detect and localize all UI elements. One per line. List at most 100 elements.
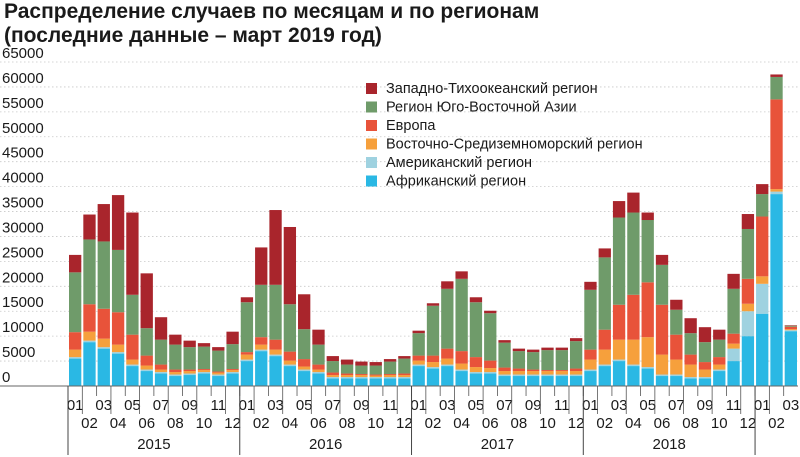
bar-segment — [226, 373, 239, 386]
bar-segment — [455, 271, 468, 279]
x-tick-label: 11 — [554, 397, 570, 414]
bar-segment — [727, 361, 740, 386]
bar-segment — [569, 338, 583, 342]
bar-segment — [326, 375, 339, 378]
bar-segment — [627, 339, 640, 365]
bar-segment — [627, 192, 640, 213]
x-tick-label: 10 — [711, 415, 728, 432]
bar-segment — [655, 254, 669, 265]
bar-segment — [784, 326, 797, 330]
bar-segment — [398, 378, 411, 386]
bar-segment — [426, 303, 440, 306]
bar-segment — [770, 74, 783, 77]
bar-segment — [183, 347, 196, 370]
bar-segment — [455, 371, 468, 386]
x-tick-label: 07 — [153, 397, 170, 414]
bar-segment — [584, 371, 597, 386]
x-tick-label: 09 — [697, 397, 714, 414]
chart-title: Распределение случаев по месяцам и по ре… — [4, 0, 784, 48]
bar-segment — [226, 372, 239, 374]
y-tick-label: 60000 — [2, 70, 44, 87]
y-tick-label: 50000 — [2, 120, 44, 137]
bar-segment — [226, 331, 239, 345]
bar-segment — [670, 309, 683, 335]
bar-series-group — [69, 74, 797, 386]
year-label: 2015 — [137, 436, 170, 453]
bar-segment — [527, 374, 540, 377]
bar-segment — [612, 304, 626, 340]
bar-segment — [126, 334, 139, 360]
bar-segment — [69, 349, 82, 358]
bar-segment — [226, 369, 239, 371]
bar-segment — [212, 371, 225, 373]
x-tick-label: 01 — [754, 397, 771, 414]
bar-segment — [641, 368, 654, 386]
y-tick-label: 10000 — [2, 319, 44, 336]
bar-segment — [698, 369, 712, 378]
bar-segment — [426, 305, 440, 356]
year-label: 2017 — [481, 436, 514, 453]
bar-segment — [369, 362, 382, 366]
bar-segment — [541, 350, 554, 371]
bar-segment — [670, 299, 683, 310]
bar-segment — [183, 375, 196, 386]
bar-segment — [412, 364, 425, 367]
bar-segment — [97, 347, 110, 349]
x-tick-label: 05 — [468, 397, 485, 414]
bar-segment — [684, 333, 697, 355]
x-tick-label: 06 — [482, 415, 499, 432]
bar-segment — [584, 349, 597, 360]
bar-segment — [713, 339, 726, 358]
x-tick-label: 08 — [339, 415, 356, 432]
bar-segment — [484, 313, 497, 361]
legend-label: Восточно-Средиземноморский регион — [386, 137, 643, 153]
bar-segment — [154, 369, 168, 373]
bar-segment — [412, 366, 425, 386]
bar-segment — [512, 374, 526, 377]
bar-segment — [97, 308, 110, 339]
bar-segment — [240, 359, 254, 362]
x-tick-label: 03 — [611, 397, 628, 414]
bar-segment — [684, 318, 697, 334]
bar-segment — [398, 377, 411, 379]
bar-segment — [498, 367, 511, 372]
bar-segment — [441, 281, 454, 289]
x-tick-label: 07 — [496, 397, 513, 414]
x-tick-label: 02 — [768, 415, 785, 432]
bar-segment — [555, 347, 568, 351]
bar-segment — [140, 369, 153, 372]
bar-segment — [541, 370, 554, 372]
y-tick-label: 40000 — [2, 170, 44, 187]
bar-segment — [412, 333, 425, 356]
bar-segment — [498, 376, 511, 386]
x-tick-label: 09 — [525, 397, 542, 414]
bar-segment — [713, 371, 726, 386]
bar-segment — [455, 278, 468, 352]
bar-segment — [455, 351, 468, 364]
bar-segment — [240, 297, 254, 303]
x-tick-label: 01 — [239, 397, 256, 414]
bar-segment — [569, 374, 583, 377]
bar-segment — [269, 339, 282, 350]
bar-segment — [154, 317, 168, 340]
bar-segment — [269, 210, 282, 285]
bar-segment — [541, 376, 554, 386]
bar-segment — [527, 352, 540, 370]
bar-segment — [255, 284, 268, 338]
bar-segment — [584, 359, 597, 370]
bar-segment — [212, 372, 225, 375]
bar-segment — [154, 373, 168, 386]
bar-segment — [641, 220, 654, 283]
x-tick-label: 03 — [782, 397, 799, 414]
bar-segment — [69, 272, 82, 333]
bar-segment — [598, 366, 611, 386]
bar-segment — [412, 355, 425, 361]
legend-swatch — [366, 83, 377, 94]
bar-segment — [727, 288, 740, 334]
bar-segment — [756, 283, 769, 314]
bar-segment — [312, 369, 325, 373]
bar-segment — [727, 348, 740, 362]
bar-segment — [598, 248, 611, 258]
bar-segment — [569, 341, 583, 369]
x-tick-label: 11 — [382, 397, 398, 414]
